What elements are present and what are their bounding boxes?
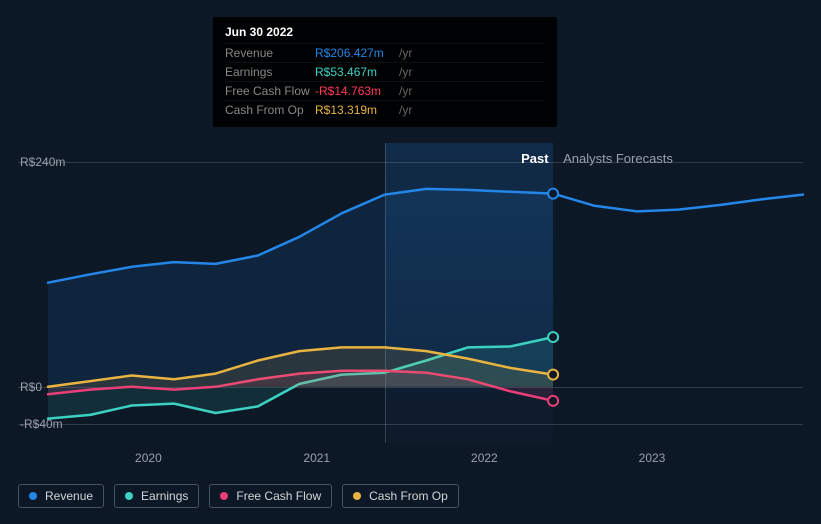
chart-legend: Revenue Earnings Free Cash Flow Cash From O… (18, 484, 459, 508)
tooltip-metric-label: Cash From Op (225, 101, 315, 119)
tooltip-rows: RevenueR$206.427m/yrEarningsR$53.467m/yr… (225, 43, 545, 119)
legend-dot-icon (353, 492, 361, 500)
x-axis-tick: 2020 (135, 451, 162, 465)
legend-item[interactable]: Revenue (18, 484, 104, 508)
legend-dot-icon (29, 492, 37, 500)
x-axis-tick: 2023 (639, 451, 666, 465)
y-axis-tick: R$0 (20, 380, 42, 394)
past-highlight-band (385, 143, 553, 443)
tooltip-row: Cash From OpR$13.319m/yr (225, 100, 545, 119)
legend-dot-icon (125, 492, 133, 500)
tooltip-metric-unit: /yr (399, 44, 412, 62)
x-axis-tick: 2022 (471, 451, 498, 465)
tooltip-metric-unit: /yr (399, 101, 412, 119)
past-forecast-divider (385, 143, 386, 443)
legend-item[interactable]: Free Cash Flow (209, 484, 332, 508)
tooltip-row: Free Cash Flow-R$14.763m/yr (225, 81, 545, 100)
label-past: Past (521, 151, 548, 166)
legend-label: Earnings (141, 489, 188, 503)
y-axis-tick: R$240m (20, 155, 65, 169)
tooltip-metric-label: Free Cash Flow (225, 82, 315, 100)
tooltip-row: EarningsR$53.467m/yr (225, 62, 545, 81)
gridline (18, 424, 803, 425)
gridline (18, 387, 803, 388)
gridline (18, 162, 803, 163)
tooltip-date: Jun 30 2022 (225, 25, 545, 39)
legend-label: Cash From Op (369, 489, 448, 503)
label-forecast: Analysts Forecasts (563, 151, 673, 166)
tooltip-metric-value: -R$14.763m (315, 82, 395, 100)
tooltip-metric-value: R$53.467m (315, 63, 395, 81)
tooltip-row: RevenueR$206.427m/yr (225, 43, 545, 62)
tooltip-metric-label: Earnings (225, 63, 315, 81)
y-axis-tick: -R$40m (20, 417, 63, 431)
tooltip-metric-label: Revenue (225, 44, 315, 62)
tooltip-metric-value: R$13.319m (315, 101, 395, 119)
x-axis: 2020 2021 2022 2023 (0, 451, 821, 471)
tooltip-metric-unit: /yr (399, 63, 412, 81)
legend-item[interactable]: Cash From Op (342, 484, 459, 508)
legend-label: Free Cash Flow (236, 489, 321, 503)
tooltip: Jun 30 2022 RevenueR$206.427m/yrEarnings… (213, 17, 557, 127)
legend-item[interactable]: Earnings (114, 484, 199, 508)
tooltip-metric-unit: /yr (399, 82, 412, 100)
legend-label: Revenue (45, 489, 93, 503)
x-axis-tick: 2021 (303, 451, 330, 465)
tooltip-metric-value: R$206.427m (315, 44, 395, 62)
legend-dot-icon (220, 492, 228, 500)
